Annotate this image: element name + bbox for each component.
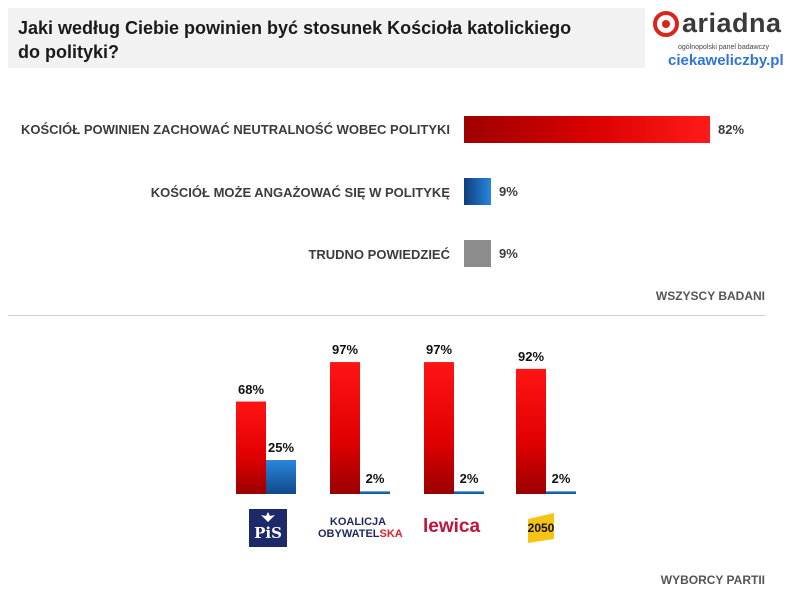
hbar-svg bbox=[464, 116, 710, 267]
section-label-parties: WYBORCY PARTII bbox=[660, 573, 765, 587]
hbar-neutral bbox=[464, 116, 710, 143]
vbar-value-lewica-red: 97% bbox=[425, 342, 453, 358]
hbar-value-neutral: 82% bbox=[718, 122, 745, 137]
vbar-pis-red bbox=[236, 401, 266, 494]
hbar-engage bbox=[464, 178, 491, 205]
party-logo-ko-line2b: SKA bbox=[379, 528, 403, 540]
vbar-ko-red bbox=[330, 362, 360, 494]
vbar-2050-red bbox=[516, 368, 546, 494]
vbar-value-pis-blue: 25% bbox=[267, 440, 295, 455]
party-logo-2050: 2050 bbox=[524, 511, 558, 545]
eagle-icon bbox=[261, 512, 275, 522]
divider bbox=[8, 315, 765, 316]
site-link[interactable]: ciekaweliczby.pl bbox=[668, 52, 784, 69]
vbar-lewica-blue bbox=[454, 491, 484, 494]
hbar-label-dontknow: TRUDNO POWIEDZIEĆ bbox=[308, 247, 450, 262]
logo-tagline: ogólnopolski panel badawczy bbox=[678, 44, 770, 51]
party-logo-2050-text: 2050 bbox=[527, 521, 555, 535]
vbar-2050-blue bbox=[546, 491, 576, 494]
hbar-dontknow bbox=[464, 240, 491, 267]
hbar-value-dontknow: 9% bbox=[499, 246, 518, 261]
ariadna-logo-mark-icon bbox=[653, 11, 679, 37]
title-box bbox=[8, 8, 645, 68]
2050-logo-shape-icon bbox=[528, 513, 554, 543]
logo-brand: ariadna bbox=[682, 8, 782, 38]
vbar-value-ko-red: 97% bbox=[331, 342, 359, 358]
hbar-label-engage: KOŚCIÓŁ MOŻE ANGAŻOWAĆ SIĘ W POLITYKĘ bbox=[150, 185, 450, 200]
vbar-lewica-red bbox=[424, 362, 454, 494]
party-logo-pis-text: PiS bbox=[254, 524, 282, 542]
party-logo-ko-line1: KOALICJA bbox=[329, 516, 387, 528]
vbar-value-lewica-blue: 2% bbox=[459, 471, 479, 487]
party-logo-pis: PiS bbox=[249, 509, 287, 547]
vbar-value-2050-blue: 2% bbox=[551, 471, 571, 487]
vbar-pis-blue bbox=[266, 460, 296, 494]
party-logo-ko-line2a: OBYWATEL bbox=[318, 528, 380, 540]
chart-title: Jaki według Ciebie powinien być stosunek… bbox=[18, 18, 572, 62]
party-logo-lewica: lewica bbox=[423, 516, 489, 540]
ariadna-logo: ariadna ogólnopolski panel badawczy ciek… bbox=[652, 8, 792, 69]
party-logo-lewica-text: lewica bbox=[423, 516, 481, 537]
vbar-value-2050-red: 92% bbox=[517, 348, 545, 364]
hbar-value-engage: 9% bbox=[499, 184, 518, 199]
hbar-label-neutral: KOŚCIÓŁ POWINIEN ZACHOWAĆ NEUTRALNOŚĆ WO… bbox=[21, 122, 450, 137]
vbar-value-ko-blue: 2% bbox=[365, 471, 385, 487]
vbar-value-pis-red: 68% bbox=[237, 381, 265, 397]
section-label-all: WSZYSCY BADANI bbox=[655, 289, 765, 303]
party-logo-ko: KOALICJA OBYWATELSKA bbox=[318, 516, 403, 546]
vbar-ko-blue bbox=[360, 491, 390, 494]
